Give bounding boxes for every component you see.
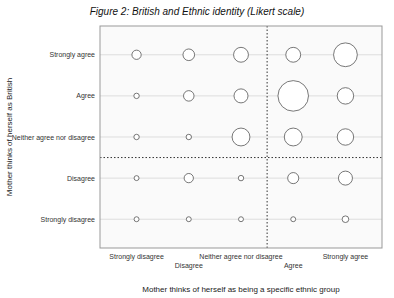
bubble	[186, 217, 191, 222]
bubble	[238, 175, 243, 180]
x-axis-label: Mother thinks of herself as being a spec…	[142, 285, 340, 294]
x-tick-label: Strongly disagree	[109, 253, 164, 261]
bubble	[291, 217, 296, 222]
bubble	[342, 216, 349, 223]
bubble	[338, 171, 352, 185]
y-axis-label: Mother thinks of herself as British	[5, 78, 14, 196]
x-tick-label: Neither agree nor disagree	[199, 253, 282, 261]
y-tick-label: Strongly disagree	[41, 216, 96, 224]
bubble	[288, 173, 299, 184]
bubble	[239, 217, 244, 222]
bubble	[134, 176, 139, 181]
x-tick-label: Agree	[284, 262, 303, 270]
bubble	[134, 134, 139, 139]
y-tick-label: Neither agree nor disagree	[12, 134, 95, 142]
bubble	[278, 81, 309, 112]
bubble	[234, 89, 248, 103]
reference-line	[267, 26, 268, 248]
bubble	[183, 49, 195, 61]
y-tick-label: Disagree	[67, 175, 95, 183]
bubble	[337, 129, 353, 145]
bubble	[284, 128, 302, 146]
chart-title: Figure 2: British and Ethnic identity (L…	[90, 6, 305, 17]
bubble	[132, 50, 141, 59]
plot-frame	[100, 26, 382, 248]
bubble	[334, 43, 358, 67]
plot-area	[100, 26, 382, 248]
bubble	[184, 173, 193, 182]
bubble	[186, 134, 191, 139]
bubble	[286, 47, 301, 62]
bubble	[337, 88, 353, 104]
bubble	[134, 217, 139, 222]
bubble	[234, 47, 249, 62]
plot-marks	[100, 26, 382, 248]
x-tick-label: Strongly agree	[323, 253, 369, 261]
background	[0, 0, 394, 298]
x-tick-label: Disagree	[175, 262, 203, 270]
bubble	[232, 128, 250, 146]
bubble	[134, 93, 139, 98]
bubble	[184, 91, 195, 102]
reference-line	[100, 157, 382, 158]
y-tick-label: Agree	[76, 92, 95, 100]
y-tick-label: Strongly agree	[49, 51, 95, 59]
